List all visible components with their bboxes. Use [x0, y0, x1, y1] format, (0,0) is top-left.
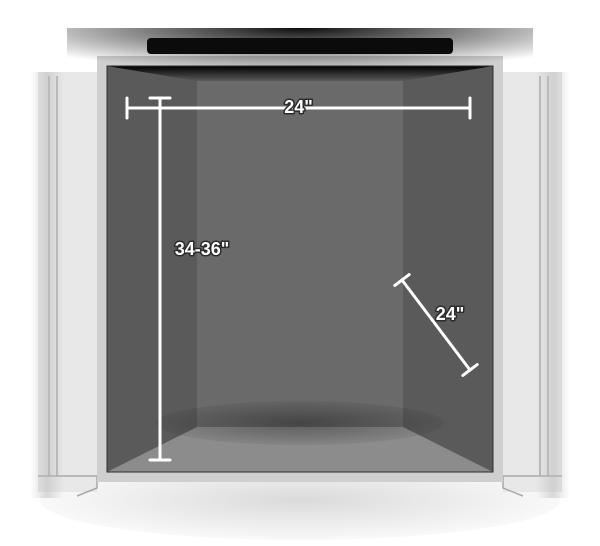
dimension-height-label: 34-36" [175, 239, 230, 259]
dimension-diagram: 24" 34-36" 24" [0, 0, 600, 546]
dimension-width-label: 24" [284, 97, 313, 117]
dimension-depth-label: 24" [436, 304, 465, 324]
